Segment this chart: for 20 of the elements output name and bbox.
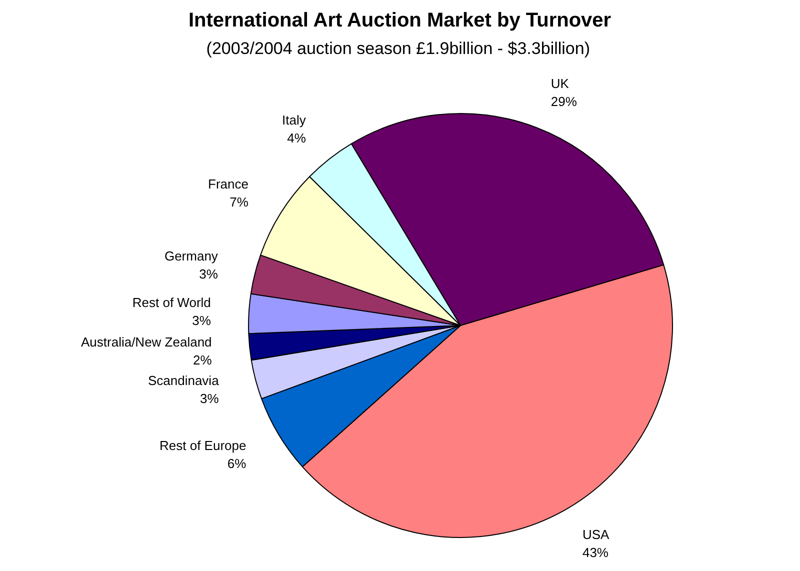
data-label: 29% [550, 94, 578, 109]
slice-label: Italy [282, 112, 306, 128]
slice-label: USA [582, 527, 610, 542]
slice-label: Australia/New Zealand [80, 334, 212, 350]
slice-label: Rest of World [132, 295, 211, 310]
data-label: 3% [192, 313, 212, 328]
slice-label: Rest of Europe [159, 438, 246, 453]
data-label: 3% [200, 390, 220, 406]
data-label: 3% [199, 266, 218, 282]
data-label: 7% [230, 194, 249, 210]
data-label: 43% [582, 545, 609, 560]
chart-subtitle: (2003/2004 auction season £1.9billion - $3.3billion) [206, 39, 590, 58]
chart-title: International Art Auction Market by Turnover [188, 10, 612, 32]
data-label: 4% [287, 130, 306, 146]
slice-label: UK [550, 76, 570, 91]
slice-label: France [208, 176, 248, 192]
slice-label: Germany [164, 248, 218, 264]
data-label: 2% [192, 352, 212, 368]
slice-label: Scandinavia [148, 372, 220, 388]
data-label: 6% [227, 456, 247, 471]
